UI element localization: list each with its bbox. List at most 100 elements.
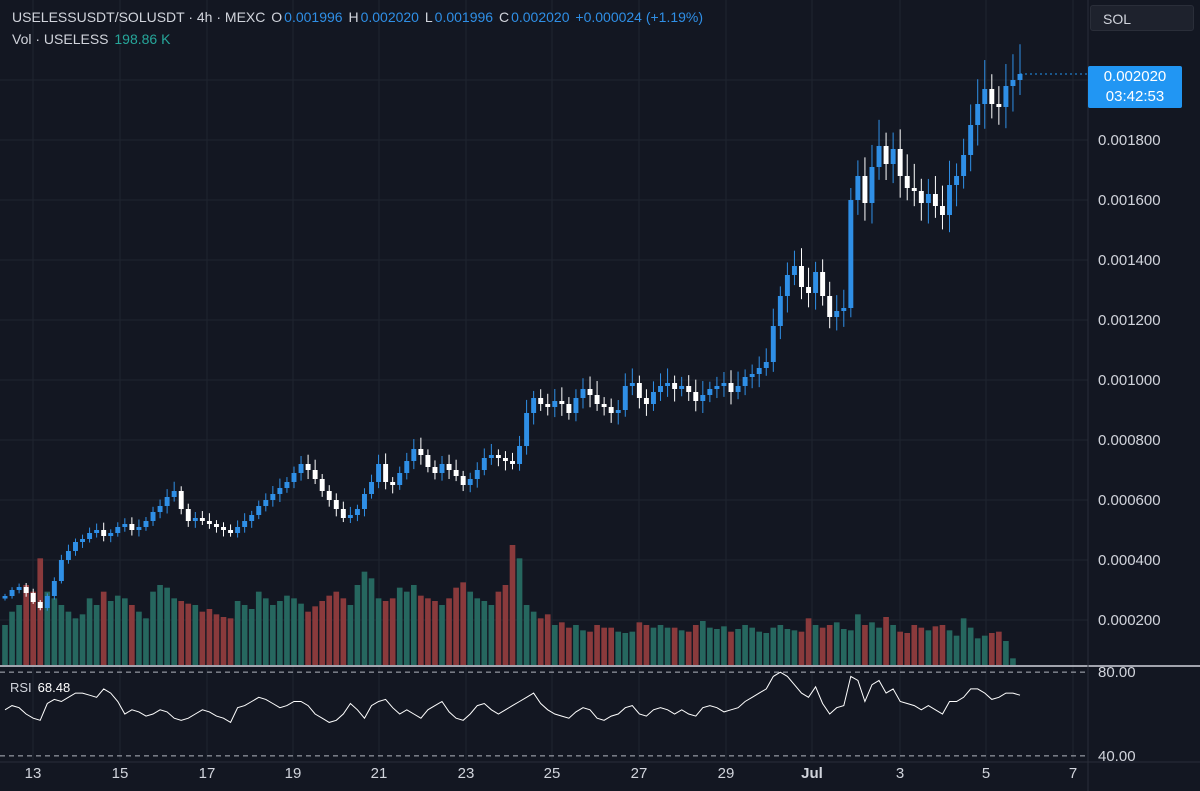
volume-bar (129, 605, 135, 665)
high-label: H (348, 9, 359, 25)
volume-bar (333, 591, 340, 665)
candle-body (925, 194, 931, 203)
candle-body (178, 491, 184, 509)
volume-bar (340, 598, 347, 665)
candle-body (270, 494, 276, 500)
volume-bar (164, 587, 170, 665)
volume-bar (883, 617, 889, 665)
volume-bar (30, 591, 37, 665)
volume-bar (967, 627, 974, 665)
candle-body (347, 515, 353, 518)
candle-body (672, 383, 678, 389)
candle-body (1010, 80, 1016, 86)
change-value: +0.000024 (+1.19%) (575, 9, 704, 25)
candle-body (65, 551, 71, 560)
quote-currency-button[interactable]: SOL (1090, 5, 1194, 31)
x-tick-label: 21 (371, 765, 388, 782)
candle-body (629, 383, 635, 386)
volume-bar (946, 630, 953, 665)
volume-bar (460, 582, 466, 665)
volume-bar (277, 601, 283, 665)
volume-value: 198.86 K (114, 31, 171, 47)
y-tick-label: 0.000400 (1098, 552, 1161, 569)
volume-bar (199, 611, 206, 665)
y-tick-label: 0.001600 (1098, 192, 1161, 209)
volume-bar (143, 618, 149, 665)
volume-bar (361, 571, 368, 665)
volume-bar (756, 631, 763, 665)
volume-bar (960, 618, 967, 665)
volume-bar (178, 601, 185, 665)
volume-bar (819, 627, 826, 665)
candle-body (862, 176, 868, 203)
candle-body (622, 386, 628, 410)
x-tick-label: 3 (896, 765, 904, 782)
volume-bar (37, 558, 44, 665)
volume-bar (848, 630, 854, 665)
candle-body (615, 410, 621, 413)
candle-body (446, 464, 452, 470)
volume-bar (636, 622, 643, 665)
x-tick-label: 19 (285, 765, 302, 782)
volume-label[interactable]: Vol · USELESS (12, 31, 109, 47)
candle-body (122, 524, 128, 527)
candle-body (918, 191, 924, 203)
candle-body (164, 497, 170, 506)
candle-body (982, 89, 988, 104)
candle-body (989, 89, 995, 104)
rsi-legend[interactable]: RSI 68.48 (10, 680, 70, 695)
volume-bar (643, 625, 650, 665)
volume-bar (573, 625, 579, 665)
open-value: 0.001996 (284, 9, 343, 25)
volume-bar (833, 622, 840, 665)
candle-body (488, 455, 494, 458)
candle-body (16, 587, 22, 590)
volume-bar (446, 598, 452, 665)
candle-body (467, 479, 473, 485)
candle-body (820, 272, 826, 296)
rsi-level-label: 80.00 (1098, 664, 1136, 681)
volume-bar (742, 625, 748, 665)
candle-body (30, 593, 36, 602)
volume-bar (93, 605, 100, 665)
volume-bar (403, 591, 410, 665)
candle-body (841, 308, 847, 311)
candle-body (369, 482, 374, 494)
candle-body (58, 560, 64, 581)
high-value: 0.002020 (360, 9, 419, 25)
volume-bar (566, 627, 572, 665)
volume-bar (220, 617, 227, 665)
y-tick-label: 0.000200 (1098, 612, 1161, 629)
volume-bar (791, 630, 798, 665)
volume-bar (925, 630, 932, 665)
volume-bar (100, 591, 107, 665)
candle-body (249, 515, 255, 521)
volume-bar (996, 631, 1002, 665)
candle-body (552, 401, 558, 407)
volume-bar (840, 629, 847, 665)
candle-body (235, 527, 241, 533)
volume-bar (876, 627, 882, 665)
candle-body (510, 461, 515, 464)
candle-body (770, 326, 776, 362)
candle-body (855, 176, 861, 200)
volume-bar (481, 601, 488, 665)
volume-bar (354, 585, 361, 665)
candle-body (897, 149, 903, 176)
volume-bar (467, 591, 474, 665)
symbol-title[interactable]: USELESSUSDT/SOLUSDT · 4h · MEXC (12, 9, 266, 25)
volume-bar (932, 626, 939, 665)
volume-bar (904, 633, 911, 665)
candle-body (707, 389, 713, 395)
candle-body (559, 401, 565, 404)
volume-bar (749, 627, 755, 665)
candle-body (44, 596, 50, 608)
candle-body (968, 125, 974, 155)
volume-bar (615, 631, 622, 665)
volume-bar (544, 614, 551, 665)
volume-bar (23, 585, 29, 665)
volume-bar (305, 611, 311, 665)
y-tick-label: 0.001400 (1098, 252, 1161, 269)
candle-body (157, 506, 163, 512)
